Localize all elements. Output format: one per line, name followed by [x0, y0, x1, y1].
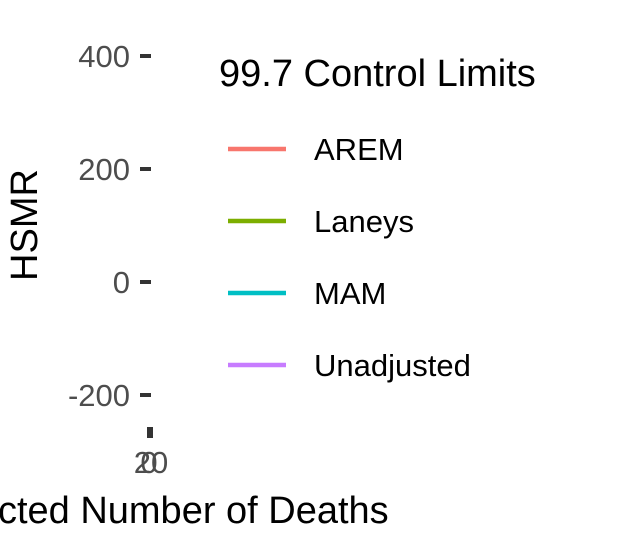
- legend-item: Unadjusted: [228, 348, 471, 383]
- y-tick-label: 0: [113, 265, 130, 300]
- y-axis-title: HSMR: [4, 169, 46, 281]
- legend-item: Laneys: [228, 204, 414, 239]
- legend-label: MAM: [314, 276, 386, 311]
- x-axis: 020: [134, 427, 168, 480]
- legend-item: AREM: [228, 132, 404, 167]
- legend-label: AREM: [314, 132, 404, 167]
- x-axis-title: Expected Number of Deaths: [0, 490, 389, 532]
- x-tick-label: 0: [140, 445, 157, 480]
- y-tick-label: -200: [68, 378, 130, 413]
- legend-label: Laneys: [314, 204, 414, 239]
- legend-title: 99.7 Control Limits: [219, 53, 536, 95]
- y-axis: 400 200 0 -200: [68, 39, 151, 413]
- x-tick-label: 20: [134, 445, 168, 480]
- y-tick-label: 400: [78, 39, 130, 74]
- legend-item: MAM: [228, 276, 386, 311]
- legend-label: Unadjusted: [314, 348, 471, 383]
- legend-items: AREM Laneys MAM Unadjusted: [228, 132, 471, 383]
- legend: 99.7 Control Limits AREM Laneys MAM Unadjus…: [219, 53, 536, 383]
- y-tick-label: 200: [78, 152, 130, 187]
